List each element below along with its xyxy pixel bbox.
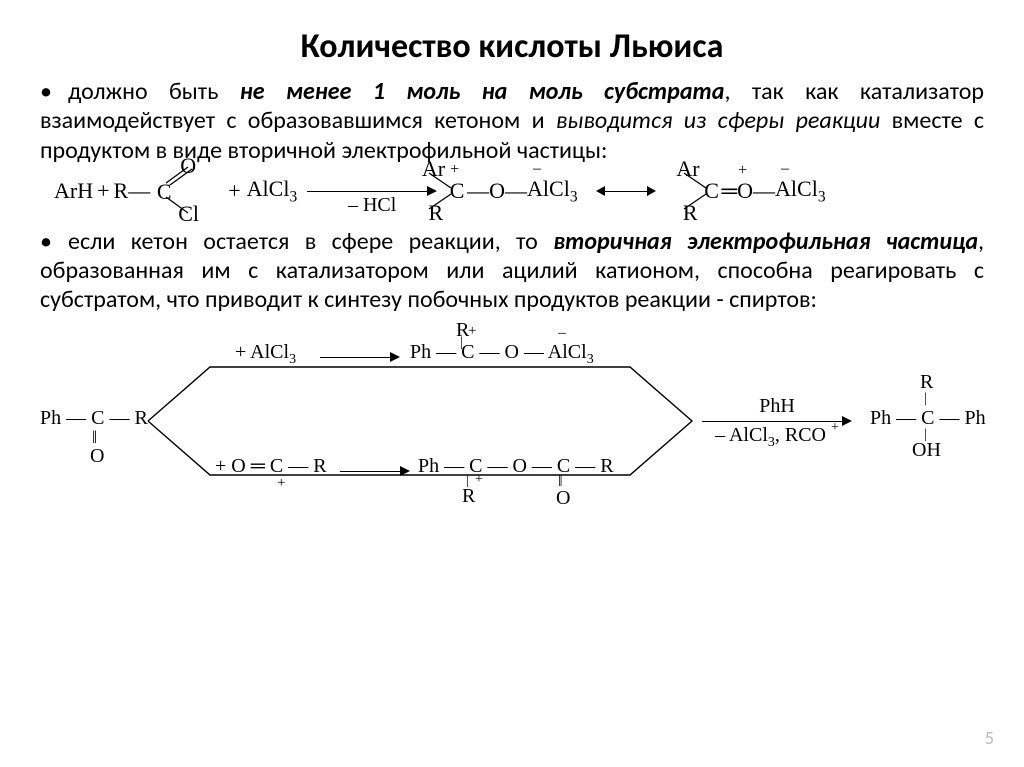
p1-pre: должно быть <box>68 77 240 106</box>
eq1-plus-2: + <box>228 178 240 204</box>
s2-top-reagent: + AlCl3 <box>235 341 296 368</box>
eq1-p2-minus-icon: – <box>781 160 789 178</box>
s2-bot-reagent-plus-icon: + <box>277 475 285 492</box>
paragraph-1: •должно быть не менее 1 моль на моль суб… <box>40 77 984 165</box>
eq1-alcl3: AlCl3 <box>247 176 298 206</box>
eq1-prod1-c: Ar R C + <box>447 180 467 202</box>
equation-1: ArH + R — C O Cl + AlCl3 – HCl <box>40 171 984 211</box>
eq1-arrow-label: – HCl <box>307 192 437 217</box>
s2-bot-product: Ph — C — O — C — R | + R ‖ O <box>418 455 614 478</box>
s2-bot-arrow-icon <box>340 461 410 481</box>
eq1-arrow-icon: – HCl <box>307 171 437 211</box>
s2-top-plus-icon: + <box>468 323 476 340</box>
s2-top-minus-icon: – <box>558 325 566 342</box>
slide-title: Количество кислоты Льюиса <box>40 26 984 67</box>
p1-emph: не менее 1 моль на моль субстрата <box>240 77 725 106</box>
eq1-plus-1: + <box>97 178 109 204</box>
eq1-p2-plus-icon: + <box>738 162 747 180</box>
s2-start: Ph — C — R ‖ O <box>40 407 148 430</box>
p1-ital: выводится из сферы реакции <box>556 106 881 135</box>
eq1-p1-alcl3: – AlCl3 <box>527 176 578 206</box>
bullet-icon-2: • <box>40 227 68 256</box>
p2-emph: вторичная электрофильная частица <box>553 227 978 256</box>
s2-final-product: R | Ph — C — Ph | OH <box>870 407 986 430</box>
paragraph-2: •если кетон остается в сфере реакции, то… <box>40 227 984 315</box>
bullet-icon: • <box>40 77 68 106</box>
s2-bot-plus-icon: + <box>475 472 483 488</box>
eq1-acyl-c: C O Cl <box>150 181 178 201</box>
page-number: 5 <box>985 727 994 749</box>
s2-top-arrow-icon <box>320 347 400 367</box>
eq1-p2-alcl3: – AlCl3 <box>775 176 826 206</box>
slide: Количество кислоты Льюиса •должно быть н… <box>0 0 1024 767</box>
p2-pre: если кетон остается в сфере реакции, то <box>68 227 553 256</box>
eq1-p1-plus-icon: + <box>450 162 459 178</box>
resonance-arrow-icon <box>596 181 656 201</box>
eq1-p1-minus-icon: – <box>533 160 541 178</box>
eq1-prod2-c: Ar R C <box>702 180 722 202</box>
s2-top-product: R | + Ph — C — O — AlCl3 – <box>410 341 594 368</box>
s2-bot-reagent: + O ═ C — R + <box>215 455 327 478</box>
s2-right-above: PhH <box>702 395 852 419</box>
s2-rco-plus-icon: + <box>831 420 839 435</box>
eq1-arh: ArH <box>54 178 93 204</box>
scheme-2: Ph — C — R ‖ O + AlCl3 R | + Ph — C — O … <box>40 321 984 521</box>
s2-right-below: – AlCl3, RCO + <box>702 422 852 451</box>
eq1-r: R <box>114 178 129 204</box>
s2-right-arrow-icon: PhH – AlCl3, RCO + <box>702 401 852 441</box>
eq1-p2-oplus: + O <box>737 178 753 204</box>
